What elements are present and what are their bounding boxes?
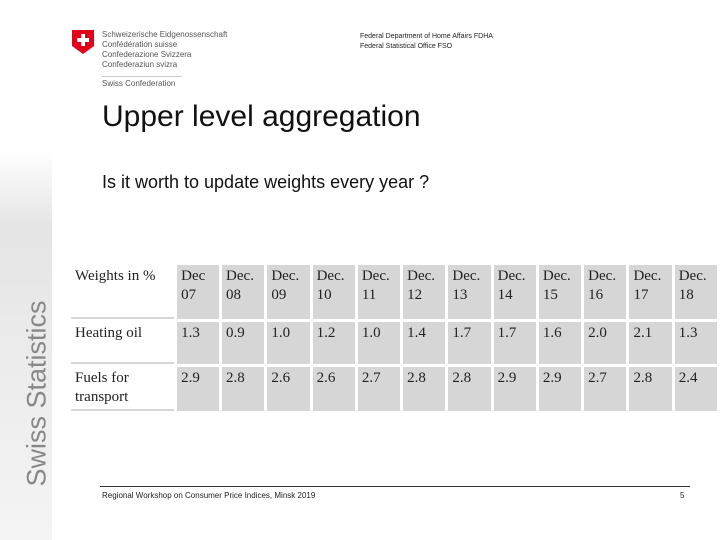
cell: 2.8 [629, 367, 672, 411]
row-label: Fuels for transport [71, 367, 175, 411]
cell: 2.7 [357, 367, 401, 411]
conf-line: Swiss Confederation [102, 76, 182, 89]
table-row: Weights in % Dec 07 Dec. 08 Dec. 09 Dec. 10 D… [71, 265, 717, 319]
cell: 2.8 [222, 367, 265, 411]
department: Federal Department of Home Affairs FDHA [360, 33, 493, 40]
cell: Dec. 18 [674, 265, 717, 319]
cell: 1.7 [448, 322, 491, 364]
cell: 1.0 [357, 322, 401, 364]
cell: Dec. 13 [448, 265, 491, 319]
table-row: Fuels for transport 2.9 2.8 2.6 2.6 2.7 2.8 2.8… [71, 367, 717, 411]
cell: Dec. 11 [357, 265, 401, 319]
cell: Dec 07 [177, 265, 220, 319]
cell: 2.1 [629, 322, 672, 364]
table-row: Heating oil 1.3 0.9 1.0 1.2 1.0 1.4 1.7 1.7 1.6 2.… [71, 322, 717, 364]
row-label: Heating oil [71, 322, 175, 364]
cell: Dec. 10 [312, 265, 355, 319]
swiss-flag [72, 30, 94, 54]
cell: 2.8 [448, 367, 491, 411]
cell: 1.7 [493, 322, 536, 364]
conf-line: Confederaziun svizra [102, 60, 178, 69]
confederation-names: Schweizerische Eidgenossenschaft Confédé… [102, 30, 227, 89]
cell: Dec. 09 [267, 265, 310, 319]
cell: 0.9 [222, 322, 265, 364]
office: Federal Statistical Office FSO [360, 43, 453, 50]
cell: 2.4 [674, 367, 717, 411]
cell: 2.0 [584, 322, 627, 364]
sidebar-text: Swiss Statistics [21, 300, 52, 487]
cell: 1.3 [674, 322, 717, 364]
cell: Dec. 17 [629, 265, 672, 319]
row-label: Weights in % [71, 265, 175, 319]
sidebar-image [0, 150, 52, 540]
cell: 2.8 [403, 367, 446, 411]
cell: 2.9 [493, 367, 536, 411]
title: Upper level aggregation [102, 100, 421, 133]
conf-line: Confederazione Svizzera [102, 50, 192, 59]
cell: Dec. 15 [538, 265, 582, 319]
footer-line [100, 486, 690, 487]
cell: 2.9 [177, 367, 220, 411]
cell: 2.9 [538, 367, 582, 411]
cell: Dec. 16 [584, 265, 627, 319]
cell: Dec. 08 [222, 265, 265, 319]
page-number: 5 [680, 491, 685, 500]
cell: 2.6 [312, 367, 355, 411]
cell: Dec. 14 [493, 265, 536, 319]
cell: 2.7 [584, 367, 627, 411]
cell: 1.2 [312, 322, 355, 364]
cell: 1.4 [403, 322, 446, 364]
cell: Dec. 12 [403, 265, 446, 319]
cell: 1.6 [538, 322, 582, 364]
conf-line: Schweizerische Eidgenossenschaft [102, 30, 228, 39]
cell: 2.6 [267, 367, 310, 411]
weights-table: Weights in % Dec 07 Dec. 08 Dec. 09 Dec. 10 D… [68, 262, 720, 414]
conf-line: Confédération suisse [102, 40, 178, 49]
department-block: Federal Department of Home Affairs FDHA … [360, 32, 493, 52]
cell: 1.3 [177, 322, 220, 364]
footer-text: Regional Workshop on Consumer Price Indi… [102, 491, 316, 500]
cell: 1.0 [267, 322, 310, 364]
subtitle: Is it worth to update weights every year… [102, 172, 430, 192]
